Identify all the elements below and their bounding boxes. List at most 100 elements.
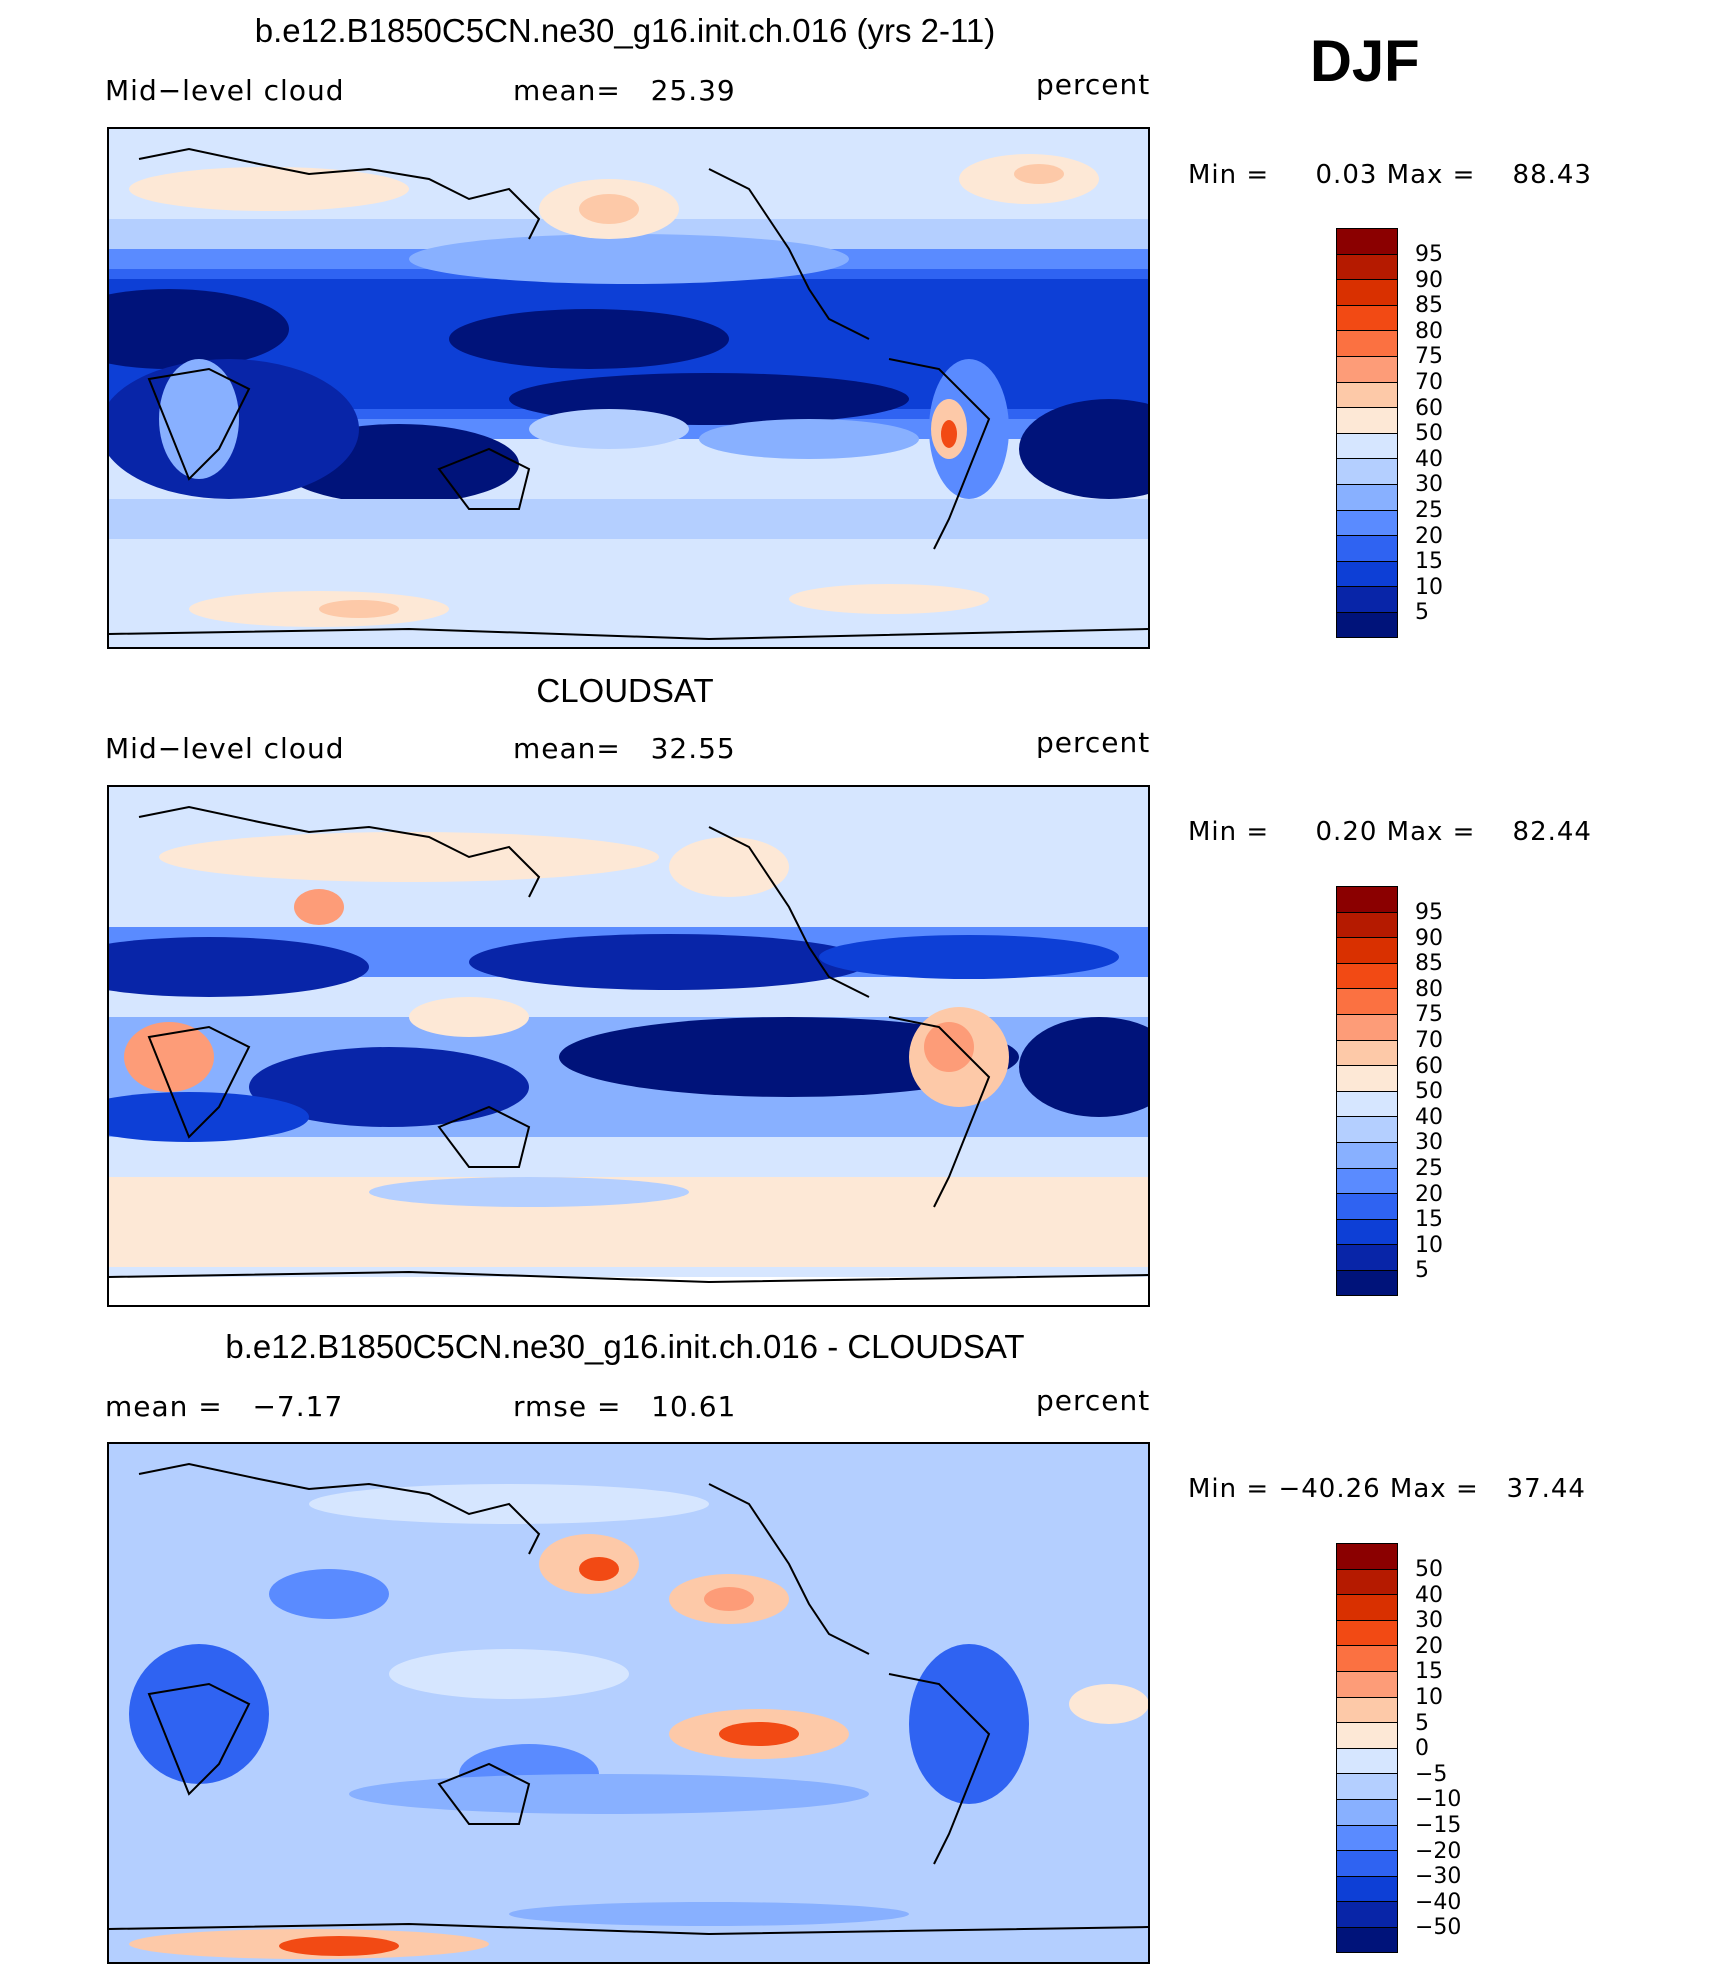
colorbar-1-segment (1336, 483, 1398, 510)
panel-3-minmax: Min = −40.26 Max = 37.44 (1188, 1474, 1586, 1504)
colorbar-tick: 30 (1415, 472, 1443, 498)
panel-2-contour-field (109, 787, 1148, 1305)
colorbar-tick: 25 (1415, 1156, 1443, 1181)
panel-3-colorbar (1336, 1543, 1398, 1953)
colorbar-tick: 10 (1415, 1232, 1443, 1258)
colorbar-tick: 95 (1415, 242, 1443, 267)
colorbar-2-segment (1336, 1116, 1398, 1142)
colorbar-tick: −15 (1415, 1813, 1462, 1838)
colorbar-1-segment (1336, 509, 1398, 536)
colorbar-2-segment (1336, 1269, 1398, 1296)
panel-1-units-label: percent (1036, 68, 1151, 101)
colorbar-1-segment (1336, 253, 1398, 280)
colorbar-3-segment (1336, 1850, 1398, 1876)
colorbar-1-segment (1336, 228, 1398, 254)
colorbar-tick: 80 (1415, 976, 1443, 1002)
colorbar-1-segment (1336, 279, 1398, 305)
colorbar-tick: 0 (1415, 1736, 1429, 1762)
colorbar-tick: 50 (1415, 1557, 1443, 1582)
colorbar-1-segment (1336, 560, 1398, 587)
colorbar-2-segment (1336, 1218, 1398, 1245)
colorbar-tick: 5 (1415, 600, 1429, 626)
colorbar-1-segment (1336, 381, 1398, 408)
colorbar-1-segment (1336, 432, 1398, 459)
panel-1-minmax: Min = 0.03 Max = 88.43 (1188, 160, 1592, 190)
colorbar-1-segment (1336, 407, 1398, 433)
colorbar-tick: 50 (1415, 1079, 1443, 1105)
colorbar-3-segment (1336, 1773, 1398, 1799)
colorbar-3-segment (1336, 1696, 1398, 1723)
colorbar-tick: 60 (1415, 395, 1443, 421)
colorbar-tick: 5 (1415, 1710, 1429, 1736)
colorbar-tick: 85 (1415, 293, 1443, 319)
panel-2-colorbar (1336, 886, 1398, 1296)
colorbar-3-segment (1336, 1645, 1398, 1671)
colorbar-2-segment (1336, 988, 1398, 1014)
colorbar-tick: 95 (1415, 900, 1443, 925)
panel-2-units-label: percent (1036, 726, 1151, 759)
colorbar-2-segment (1336, 911, 1398, 938)
panel-3-contour-field (109, 1444, 1148, 1962)
panel-1-contour-field (109, 129, 1148, 647)
colorbar-tick: 15 (1415, 1207, 1443, 1233)
season-label: DJF (1310, 29, 1420, 94)
colorbar-2-segment (1336, 962, 1398, 989)
colorbar-tick: 20 (1415, 1633, 1443, 1659)
colorbar-3-segment (1336, 1875, 1398, 1902)
panel-2-map (107, 785, 1150, 1307)
colorbar-2-segment (1336, 1141, 1398, 1168)
colorbar-tick: 20 (1415, 523, 1443, 549)
colorbar-tick: 30 (1415, 1130, 1443, 1156)
colorbar-1-segment (1336, 611, 1398, 638)
colorbar-tick: 70 (1415, 1028, 1443, 1053)
colorbar-tick: 15 (1415, 549, 1443, 575)
colorbar-3-segment (1336, 1747, 1398, 1774)
colorbar-3-segment (1336, 1619, 1398, 1646)
colorbar-tick: 25 (1415, 498, 1443, 523)
colorbar-tick: 80 (1415, 318, 1443, 344)
colorbar-3-segment (1336, 1594, 1398, 1620)
colorbar-3-segment (1336, 1722, 1398, 1748)
colorbar-3-segment (1336, 1670, 1398, 1697)
panel-2-minmax: Min = 0.20 Max = 82.44 (1188, 817, 1592, 847)
colorbar-2-segment (1336, 1013, 1398, 1040)
colorbar-tick: 70 (1415, 370, 1443, 395)
colorbar-3-segment (1336, 1798, 1398, 1825)
colorbar-tick: 30 (1415, 1608, 1443, 1634)
colorbar-2-segment (1336, 1090, 1398, 1117)
colorbar-tick: 75 (1415, 1002, 1443, 1028)
colorbar-2-segment (1336, 937, 1398, 963)
colorbar-3-segment (1336, 1901, 1398, 1927)
colorbar-1-segment (1336, 458, 1398, 484)
colorbar-3-segment (1336, 1543, 1398, 1569)
colorbar-tick: −50 (1415, 1915, 1462, 1941)
colorbar-2-segment (1336, 1193, 1398, 1219)
panel-3-rmse-label: rmse = 10.61 (513, 1390, 737, 1423)
colorbar-tick: 5 (1415, 1258, 1429, 1284)
panel-1-variable-label: Mid−level cloud (105, 74, 345, 107)
panel-3-mean-label: mean = −7.17 (105, 1390, 344, 1423)
colorbar-tick: 90 (1415, 267, 1443, 293)
colorbar-tick: −20 (1415, 1838, 1462, 1864)
colorbar-2-segment (1336, 1167, 1398, 1194)
colorbar-tick: 15 (1415, 1659, 1443, 1685)
colorbar-tick: 40 (1415, 446, 1443, 472)
colorbar-tick: −5 (1415, 1761, 1448, 1787)
colorbar-tick: 90 (1415, 925, 1443, 951)
colorbar-1-segment (1336, 304, 1398, 331)
colorbar-3-segment (1336, 1926, 1398, 1953)
panel-3-title: b.e12.B1850C5CN.ne30_g16.init.ch.016 - C… (225, 1328, 1025, 1365)
colorbar-tick: 75 (1415, 344, 1443, 370)
panel-1-colorbar (1336, 228, 1398, 638)
colorbar-1-segment (1336, 535, 1398, 561)
colorbar-tick: −10 (1415, 1787, 1462, 1813)
panel-1-mean-label: mean= 25.39 (513, 74, 736, 107)
colorbar-2-segment (1336, 1244, 1398, 1270)
colorbar-tick: 20 (1415, 1181, 1443, 1207)
colorbar-tick: 40 (1415, 1582, 1443, 1608)
panel-2-title: CLOUDSAT (536, 672, 714, 709)
colorbar-2-segment (1336, 1039, 1398, 1066)
panel-1-title: b.e12.B1850C5CN.ne30_g16.init.ch.016 (yr… (254, 12, 996, 49)
colorbar-3-segment (1336, 1568, 1398, 1595)
panel-3-units-label: percent (1036, 1384, 1151, 1417)
